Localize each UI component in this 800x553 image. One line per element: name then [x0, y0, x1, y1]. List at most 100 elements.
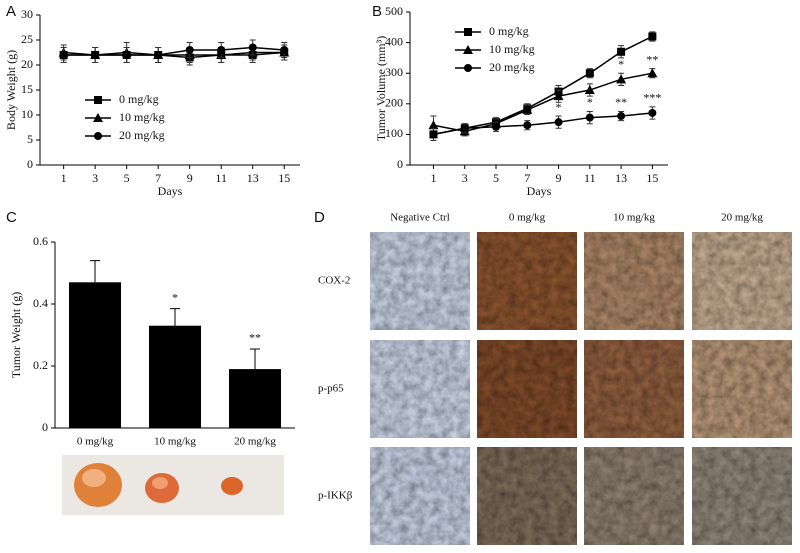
y-tick-label: 25 — [21, 32, 33, 46]
x-tick-label: 9 — [187, 171, 193, 185]
series-line — [63, 46, 285, 56]
y-tick-label: 400 — [385, 34, 403, 48]
marker — [217, 46, 226, 54]
x-tick-label: 9 — [556, 171, 562, 185]
marker — [460, 124, 469, 133]
y-axis-label: Body Weight (g) — [4, 50, 18, 130]
y-tick-label: 100 — [385, 126, 403, 140]
y-tick-label: 0.4 — [33, 296, 48, 310]
legend-label: 10 mg/kg — [119, 110, 165, 124]
micrograph — [584, 232, 684, 330]
micrograph — [477, 232, 577, 330]
legend-marker — [464, 64, 472, 72]
panel-letter: D — [314, 209, 325, 226]
panel-letter: A — [6, 3, 16, 20]
row-label: p-p65 — [318, 383, 344, 395]
micrograph — [370, 447, 470, 545]
marker — [585, 113, 594, 122]
x-tick-label: 7 — [524, 171, 530, 185]
marker — [585, 69, 594, 78]
x-tick-label: 15 — [646, 171, 658, 185]
x-tick-label: 11 — [584, 171, 596, 185]
y-tick-label: 0.2 — [33, 358, 48, 372]
micrograph — [692, 447, 792, 545]
legend-label: 0 mg/kg — [489, 24, 529, 38]
x-tick-label: 3 — [462, 171, 468, 185]
marker — [647, 68, 658, 78]
x-tick-label: 3 — [92, 171, 98, 185]
x-tick-label: 15 — [278, 171, 290, 185]
bar — [229, 369, 281, 428]
marker — [648, 108, 657, 117]
significance-label: * — [172, 290, 178, 304]
x-tick-label: 10 mg/kg — [154, 436, 196, 448]
y-tick-label: 10 — [21, 107, 33, 121]
x-tick-label: 11 — [215, 171, 227, 185]
marker — [280, 46, 289, 54]
significance-label: ** — [615, 95, 627, 109]
significance-label: * — [587, 95, 593, 109]
marker — [584, 85, 595, 95]
micrograph — [370, 340, 470, 438]
x-tick-label: 13 — [615, 171, 627, 185]
significance-label: * — [618, 57, 624, 71]
panel-letter: C — [6, 209, 17, 226]
series-line — [433, 35, 653, 136]
y-tick-label: 15 — [21, 82, 33, 96]
y-axis-label: Tumor Weight (g) — [9, 292, 23, 378]
x-tick-label: 13 — [247, 171, 259, 185]
x-axis-label: Days — [527, 184, 552, 198]
legend-marker — [463, 45, 473, 54]
micrograph — [477, 447, 577, 545]
y-tick-label: 0.6 — [33, 234, 48, 248]
marker — [617, 112, 626, 121]
y-tick-label: 300 — [385, 65, 403, 79]
legend-label: 0 mg/kg — [119, 92, 159, 106]
micrograph — [370, 232, 470, 330]
significance-label: * — [556, 100, 562, 114]
marker — [617, 47, 626, 56]
micrograph — [584, 340, 684, 438]
marker — [248, 43, 257, 52]
significance-label: * — [587, 68, 593, 82]
row-label: COX-2 — [318, 275, 350, 287]
micrograph — [692, 340, 792, 438]
legend-label: 20 mg/kg — [489, 60, 535, 74]
legend-marker — [94, 96, 102, 104]
column-header: 0 mg/kg — [509, 212, 546, 224]
marker — [554, 118, 563, 127]
y-tick-label: 30 — [21, 7, 33, 21]
y-axis-label: Tumor Volume (mm³) — [374, 36, 388, 141]
marker — [185, 46, 194, 54]
marker — [523, 121, 532, 130]
y-tick-label: 500 — [385, 4, 403, 18]
x-tick-label: 5 — [493, 171, 499, 185]
marker — [492, 122, 500, 131]
y-tick-label: 0 — [42, 420, 48, 434]
y-tick-label: 20 — [21, 57, 33, 71]
significance-label: *** — [643, 91, 661, 105]
series-line — [433, 72, 653, 133]
error-bar — [170, 308, 180, 326]
marker — [122, 51, 131, 59]
x-tick-label: 0 mg/kg — [77, 436, 114, 448]
marker — [154, 51, 163, 59]
legend-label: 20 mg/kg — [119, 128, 165, 142]
bar — [149, 325, 201, 428]
legend-label: 10 mg/kg — [489, 42, 535, 56]
column-header: 10 mg/kg — [613, 212, 655, 224]
marker — [648, 32, 657, 41]
micrograph — [477, 340, 577, 438]
series-line — [433, 112, 653, 136]
marker — [522, 104, 533, 114]
column-header: Negative Ctrl — [390, 212, 450, 224]
y-tick-label: 5 — [27, 132, 33, 146]
x-tick-label: 20 mg/kg — [234, 436, 276, 448]
y-tick-label: 0 — [27, 157, 33, 171]
legend-marker — [93, 113, 103, 122]
micrograph — [692, 232, 792, 330]
tumor-photo — [62, 455, 284, 515]
x-tick-label: 1 — [430, 171, 436, 185]
error-bar — [90, 260, 100, 283]
y-tick-label: 200 — [385, 96, 403, 110]
